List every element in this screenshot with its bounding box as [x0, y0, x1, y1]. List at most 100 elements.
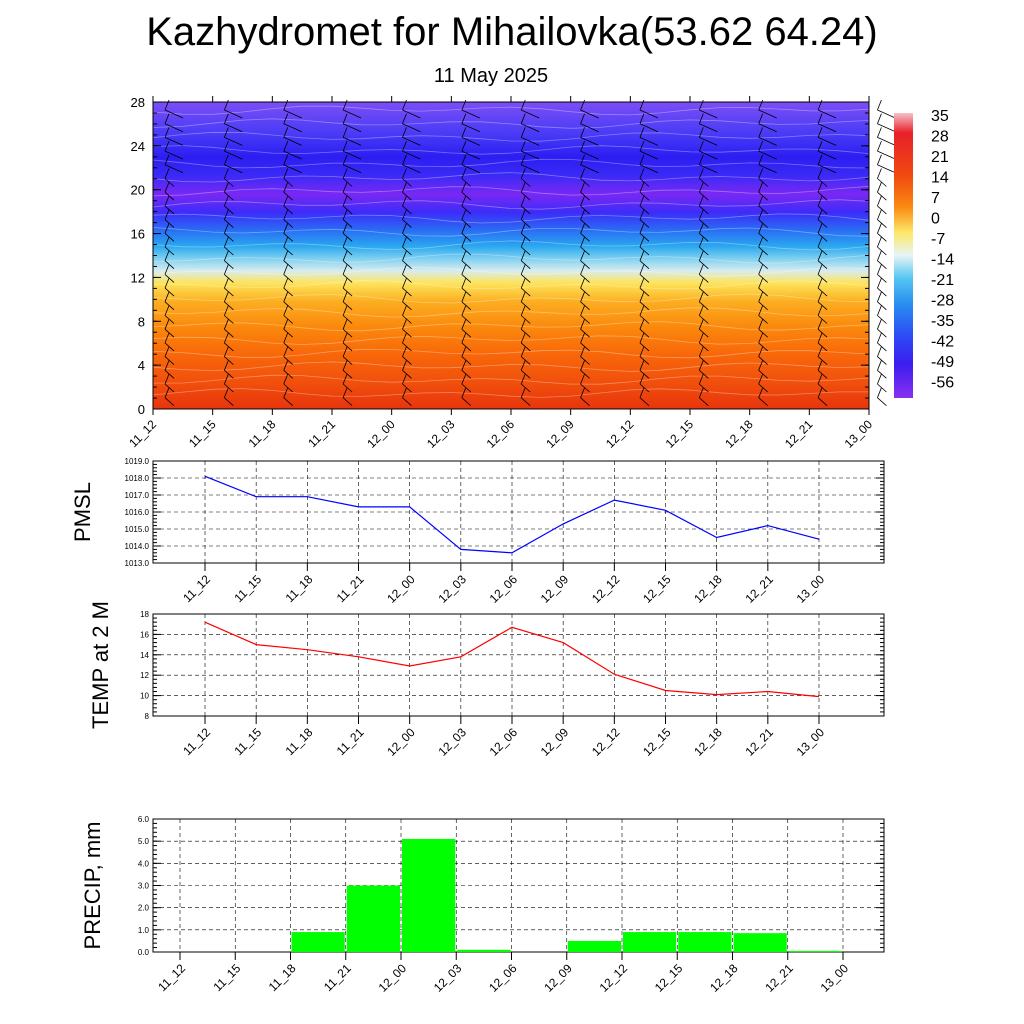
- wind-barb: [580, 315, 590, 324]
- x-tick-label: 12_03: [424, 417, 458, 451]
- wind-barb: [461, 195, 467, 207]
- x-tick-label: 12_18: [707, 961, 741, 995]
- wind-barb: [342, 332, 348, 344]
- wind-barb: [461, 164, 481, 174]
- wind-barb: [580, 178, 590, 187]
- wind-barb: [817, 233, 828, 242]
- wind-barb: [223, 319, 229, 330]
- wind-barb: [461, 264, 467, 275]
- wind-barb: [877, 236, 882, 248]
- wind-barb: [342, 219, 353, 228]
- wind-barb: [817, 319, 823, 330]
- bar: [291, 932, 345, 952]
- contour-line: [152, 131, 870, 142]
- y-tick-label: 14: [140, 651, 149, 660]
- wind-barb: [817, 236, 823, 248]
- wind-barb: [699, 315, 709, 324]
- wind-barb: [164, 291, 170, 302]
- x-tick-label: 12_06: [486, 961, 520, 995]
- wind-barb: [520, 383, 531, 393]
- wind-barb: [877, 332, 882, 344]
- wind-barb: [461, 387, 467, 398]
- y-tick-label: 1019.0: [125, 457, 150, 466]
- wind-barb: [283, 236, 289, 248]
- x-tick-label: 12_06: [487, 572, 521, 606]
- wind-barb: [283, 370, 294, 379]
- x-tick-label: 11_15: [231, 572, 264, 605]
- wind-barb: [402, 113, 407, 124]
- wind-barb: [164, 277, 170, 289]
- x-tick-label: 12_00: [384, 572, 418, 606]
- wind-barb: [877, 346, 882, 357]
- wind-barb: [758, 346, 764, 357]
- wind-barb: [461, 274, 472, 283]
- x-tick-label: 12_18: [691, 725, 725, 759]
- wind-barb: [461, 291, 467, 302]
- wind-barb: [639, 287, 650, 297]
- wind-barb: [698, 346, 704, 357]
- wind-barb: [342, 305, 348, 316]
- y-axis-label: TEMP at 2 M: [88, 601, 113, 729]
- wind-barb: [639, 370, 650, 379]
- wind-barb: [224, 301, 234, 311]
- y-tick-label: 16: [131, 227, 145, 242]
- wind-barb: [461, 305, 467, 316]
- wind-barb: [639, 113, 645, 124]
- wind-barb: [698, 182, 704, 193]
- wind-barb: [580, 209, 585, 220]
- wind-barb: [402, 236, 407, 248]
- wind-barb: [164, 236, 170, 248]
- x-tick-label: 12_03: [435, 725, 469, 759]
- wind-barb: [877, 277, 882, 289]
- wind-barb: [817, 328, 828, 338]
- wind-barb: [698, 250, 704, 261]
- wind-barb: [521, 123, 540, 133]
- wind-barb: [758, 301, 768, 311]
- wind-barb: [520, 370, 531, 379]
- x-tick-label: 12_12: [589, 725, 623, 759]
- wind-barb: [223, 127, 229, 138]
- wind-barb: [877, 109, 896, 119]
- wind-barb: [402, 346, 407, 357]
- chart-subtitle: 11 May 2025: [433, 65, 549, 87]
- x-tick-label: 11_21: [334, 572, 367, 605]
- wind-barb: [521, 109, 540, 119]
- series-line: [204, 621, 820, 698]
- wind-barb: [461, 246, 472, 256]
- wind-barb: [699, 356, 709, 365]
- wind-barb: [758, 373, 764, 385]
- y-tick-label: 0.0: [138, 948, 150, 957]
- wind-barb: [461, 397, 472, 406]
- wind-barb: [699, 233, 709, 242]
- wind-barb: [342, 397, 353, 406]
- wind-barb: [223, 360, 229, 371]
- y-tick-label: 8: [138, 314, 145, 329]
- wind-barb: [224, 274, 234, 283]
- wind-barb: [402, 182, 407, 193]
- wind-barb: [580, 360, 585, 371]
- wind-barb: [224, 246, 234, 256]
- wind-barb: [639, 164, 659, 174]
- wind-barb: [698, 168, 704, 179]
- wind-barb: [639, 182, 645, 193]
- x-tick-label: 12_00: [364, 417, 398, 451]
- contour-line: [152, 118, 870, 129]
- cross-section-panel: 11_12 11_15 11_18 11_21 12_00 12_03 12_06 12_09…: [126, 95, 896, 451]
- wind-barb: [402, 342, 412, 352]
- wind-barb: [283, 195, 289, 207]
- wind-barb: [758, 113, 764, 124]
- wind-barb: [699, 164, 718, 174]
- y-tick-label: 12: [131, 270, 145, 285]
- wind-barb: [758, 332, 764, 344]
- wind-barb: [164, 301, 175, 311]
- wind-barb: [758, 287, 768, 297]
- wind-barb: [402, 370, 412, 379]
- wind-barb: [461, 332, 467, 344]
- wind-barb: [877, 328, 887, 338]
- wind-barb: [461, 328, 472, 338]
- wind-barb: [817, 397, 828, 406]
- wind-barb: [402, 178, 412, 187]
- wind-barb: [342, 370, 353, 379]
- wind-barb: [877, 164, 896, 174]
- wind-barb: [758, 260, 768, 269]
